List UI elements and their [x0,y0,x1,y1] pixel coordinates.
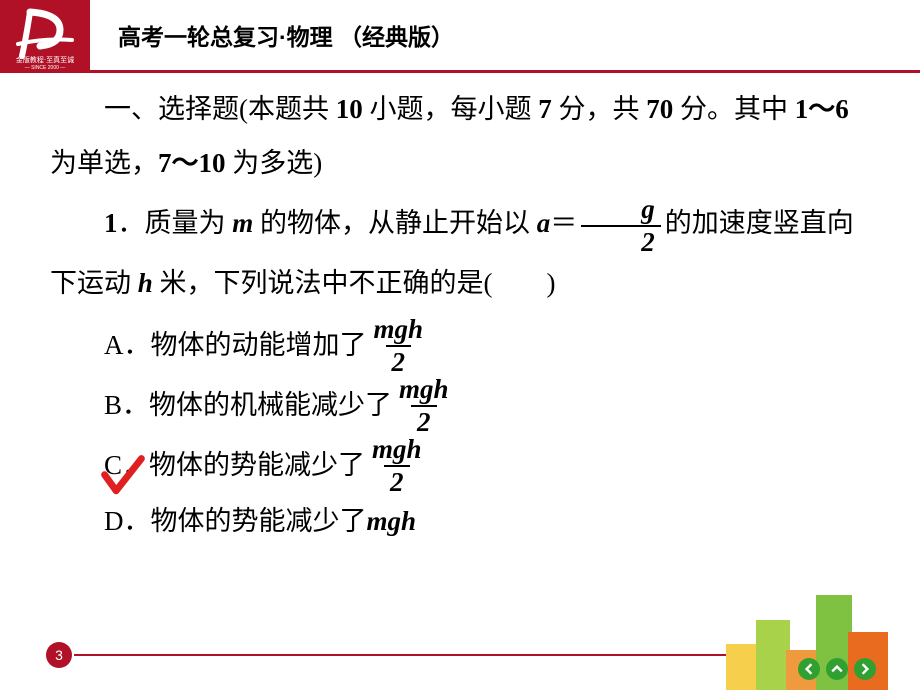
n-questions: 10 [336,94,363,124]
t: 一、选择题(本题共 [104,94,336,124]
option-d: D．物体的势能减少了 mgh [104,496,870,547]
q-num: 1 [104,208,118,238]
opt-plain: mgh [367,496,417,547]
frac-den: 2 [386,345,412,376]
nav-up-button[interactable] [826,658,848,680]
sym-m: m [232,208,253,238]
option-c: C．物体的势能减少了mgh2 [104,436,870,496]
t: 为多选) [226,148,323,178]
frac-num: mgh [371,316,427,345]
question-stem: 1．质量为 m 的物体，从静止开始以 a＝g2的加速度竖直向下运动 h 米，下列… [50,196,870,310]
option-b: B．物体的机械能减少了mgh2 [104,376,870,436]
page-number: 3 [46,642,72,668]
deco-bar [726,644,760,690]
sym-h: h [138,268,153,298]
t: 为单选， [50,148,158,178]
nav-next-button[interactable] [854,658,876,680]
frac-den: 2 [384,465,410,496]
content-area: 一、选择题(本题共 10 小题，每小题 7 分，共 70 分。其中 1～6 为单… [50,82,870,547]
t: 的物体，从静止开始以 [253,208,537,238]
svg-text:金版教程·至真至诚: 金版教程·至真至诚 [16,55,74,64]
frac-den: 2 [411,405,437,436]
frac-num: mgh [369,436,425,465]
nav-buttons [798,658,876,680]
total-points: 70 [646,94,673,124]
t: 米，下列说法中不正确的是( ) [153,268,556,298]
opt-label: A． [104,320,151,371]
frac-g-2: g2 [581,196,661,256]
brand-logo: 金版教程·至真至诚 — SINCE 2000 — [0,0,90,70]
section-heading: 一、选择题(本题共 10 小题，每小题 7 分，共 70 分。其中 1～6 为单… [50,82,870,190]
frac-num: mgh [396,376,452,405]
nav-prev-button[interactable] [798,658,820,680]
frac: mgh2 [396,376,452,436]
t: ．质量为 [118,208,233,238]
sym-a: a [537,208,551,238]
opt-label: D． [104,496,151,547]
eq: ＝ [550,208,577,238]
frac-num: g [584,196,658,225]
header: 金版教程·至真至诚 — SINCE 2000 — 高考一轮总复习·物理 （经典版… [0,0,920,70]
opt-text: 物体的势能减少了 [151,496,367,547]
opt-text: 物体的动能增加了 [151,320,367,371]
multi-range: 7～10 [158,148,226,178]
options: A．物体的动能增加了mgh2 B．物体的机械能减少了mgh2 C．物体的势能减少… [50,316,870,547]
header-title: 高考一轮总复习·物理 （经典版） [118,18,454,52]
deco-bar [756,620,790,690]
opt-label: B． [104,380,149,431]
per-points: 7 [538,94,552,124]
t: 小题，每小题 [363,94,539,124]
single-range: 1～6 [795,94,849,124]
t: 分。其中 [673,94,795,124]
opt-text: 物体的势能减少了 [149,440,365,491]
opt-text: 物体的机械能减少了 [149,380,392,431]
t: 分，共 [552,94,647,124]
option-a: A．物体的动能增加了mgh2 [104,316,870,376]
frac-den: 2 [581,225,661,256]
frac: mgh2 [371,316,427,376]
header-rule [0,70,920,73]
frac: mgh2 [369,436,425,496]
